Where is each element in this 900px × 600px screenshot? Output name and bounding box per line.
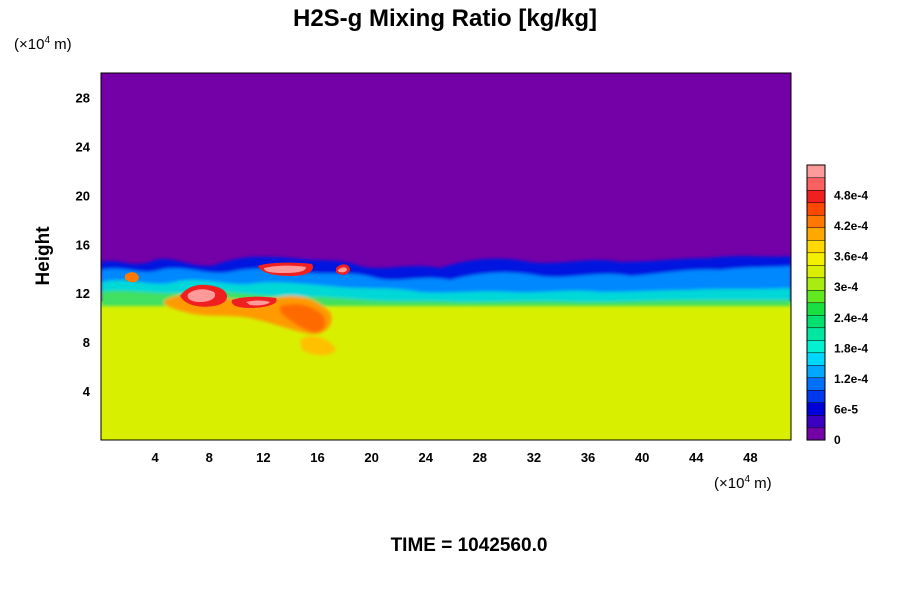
- colorbar-swatch: [806, 402, 826, 416]
- colorbar: [806, 164, 826, 441]
- colorbar-tick-label: 1.2e-4: [834, 372, 868, 386]
- x-tick-label: 40: [635, 450, 649, 465]
- colorbar-tick-label: 6e-5: [834, 402, 858, 416]
- heatmap-plot: [101, 73, 791, 440]
- y-tick-label: 28: [76, 90, 90, 105]
- y-axis: 4 8 12 16 20 24 28: [76, 90, 91, 399]
- x-axis-unit: (×104 m): [714, 474, 772, 492]
- y-tick-label: 12: [76, 286, 90, 301]
- colorbar-swatch: [806, 227, 826, 241]
- colorbar-tick-label: 2.4e-4: [834, 311, 868, 325]
- colorbar-swatch: [806, 252, 826, 266]
- colorbar-tick-label: 3e-4: [834, 280, 858, 294]
- colorbar-swatch: [806, 302, 826, 316]
- colorbar-swatch: [806, 414, 826, 429]
- chart-title: H2S-g Mixing Ratio [kg/kg]: [293, 5, 597, 32]
- colorbar-swatch: [806, 177, 826, 191]
- x-tick-label: 36: [581, 450, 595, 465]
- y-tick-label: 16: [76, 237, 90, 252]
- colorbar-tick-label: 4.8e-4: [834, 189, 868, 203]
- colorbar-swatch: [806, 264, 826, 279]
- y-tick-label: 24: [76, 139, 91, 154]
- y-tick-label: 8: [83, 335, 90, 350]
- heatmap-hotspots: [125, 262, 350, 308]
- heatmap-region-lower: [101, 301, 791, 440]
- colorbar-swatch: [806, 389, 826, 404]
- colorbar-frame: [806, 164, 826, 441]
- x-tick-label: 24: [418, 450, 433, 465]
- y-tick-label: 20: [76, 188, 90, 203]
- colorbar-tick-label: 0: [834, 433, 841, 447]
- y-axis-label: Height: [33, 226, 54, 286]
- colorbar-swatch: [806, 314, 826, 329]
- colorbar-swatch: [806, 339, 826, 354]
- colorbar-swatch: [806, 277, 826, 291]
- colorbar-swatch: [806, 214, 826, 229]
- colorbar-swatch: [806, 364, 826, 379]
- y-tick-label: 4: [83, 384, 91, 399]
- colorbar-swatch: [806, 289, 826, 304]
- colorbar-swatch: [806, 164, 826, 179]
- x-tick-label: 20: [364, 450, 378, 465]
- x-tick-label: 44: [689, 450, 704, 465]
- colorbar-swatch: [806, 427, 826, 441]
- colorbar-ticks: 0 6e-5 1.2e-4 1.8e-4 2.4e-4 3e-4 3.6e-4 4.2e-4 4…: [834, 189, 868, 447]
- colorbar-swatch: [806, 189, 826, 204]
- colorbar-swatch: [806, 377, 826, 391]
- x-tick-label: 12: [256, 450, 270, 465]
- colorbar-swatch: [806, 239, 826, 254]
- x-tick-label: 28: [473, 450, 487, 465]
- colorbar-swatch: [806, 352, 826, 366]
- x-axis: 4 8 12 16 20 24 28 32 36 40 44 48: [152, 450, 758, 465]
- x-tick-label: 8: [206, 450, 213, 465]
- colorbar-swatch: [806, 327, 826, 341]
- x-tick-label: 32: [527, 450, 541, 465]
- x-tick-label: 4: [152, 450, 160, 465]
- colorbar-tick-label: 4.2e-4: [834, 219, 868, 233]
- plot-frame: [100, 72, 792, 441]
- x-tick-label: 16: [310, 450, 324, 465]
- colorbar-tick-label: 1.8e-4: [834, 341, 868, 355]
- colorbar-tick-label: 3.6e-4: [834, 250, 868, 264]
- y-axis-unit: (×104 m): [14, 35, 72, 53]
- colorbar-swatch: [806, 202, 826, 216]
- time-label: TIME = 1042560.0: [391, 535, 548, 556]
- x-tick-label: 48: [743, 450, 757, 465]
